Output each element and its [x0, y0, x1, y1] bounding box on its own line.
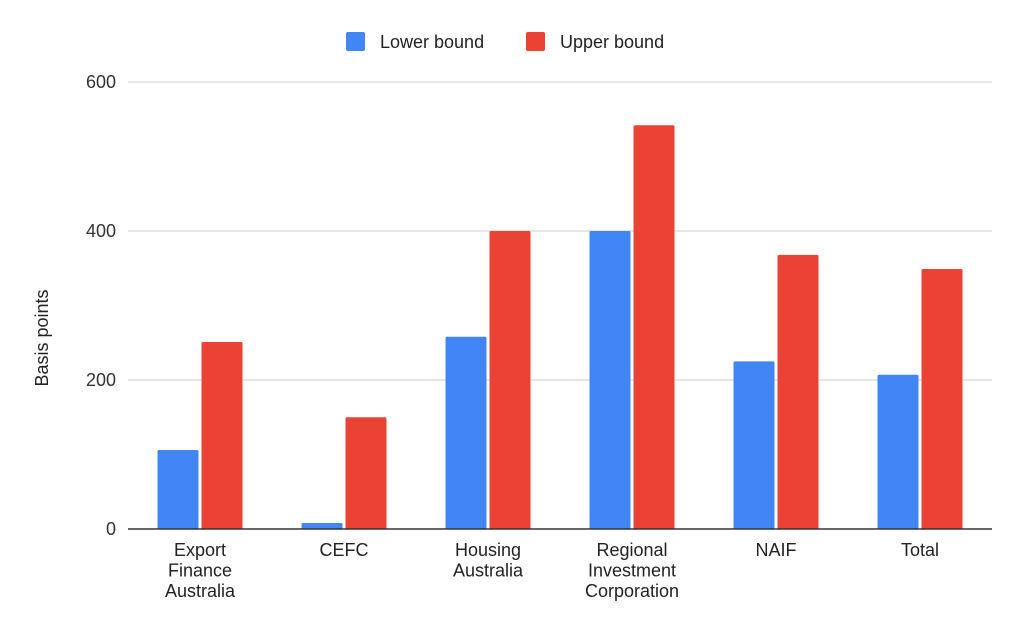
bar-lower-5: [877, 374, 919, 529]
bar-upper-0: [201, 342, 243, 529]
bar-upper-1: [345, 417, 387, 529]
bar-upper-4: [777, 254, 819, 529]
legend: Lower bound Upper bound: [346, 32, 664, 52]
y-axis-ticks: 0 200 400 600: [86, 72, 116, 539]
x-category-label: Export Finance Australia: [165, 540, 236, 601]
gridlines: [128, 81, 992, 381]
y-tick-label: 200: [86, 370, 116, 390]
x-category-label: CEFC: [320, 540, 369, 560]
bar-lower-1: [301, 523, 343, 529]
bar-upper-2: [489, 231, 531, 529]
x-category-label: Total: [901, 540, 939, 560]
y-tick-label: 600: [86, 72, 116, 92]
bar-upper-5: [921, 268, 963, 529]
bar-lower-3: [589, 231, 631, 529]
y-tick-label: 400: [86, 221, 116, 241]
legend-label-lower: Lower bound: [380, 32, 484, 52]
bar-lower-4: [733, 361, 775, 529]
bar-lower-2: [445, 336, 487, 529]
x-category-label: Housing Australia: [453, 540, 524, 581]
legend-label-upper: Upper bound: [560, 32, 664, 52]
legend-swatch-upper: [526, 32, 545, 51]
y-tick-label: 0: [106, 519, 116, 539]
bar-lower-0: [157, 450, 199, 529]
x-category-label: Regional Investment Corporation: [585, 540, 679, 601]
legend-swatch-lower: [346, 32, 365, 51]
y-axis-label: Basis points: [32, 289, 52, 386]
bars: [157, 125, 963, 530]
x-category-label: NAIF: [755, 540, 796, 560]
bar-upper-3: [633, 125, 675, 530]
x-axis-category-labels: Export Finance Australia CEFC Housing Austral…: [165, 540, 939, 601]
